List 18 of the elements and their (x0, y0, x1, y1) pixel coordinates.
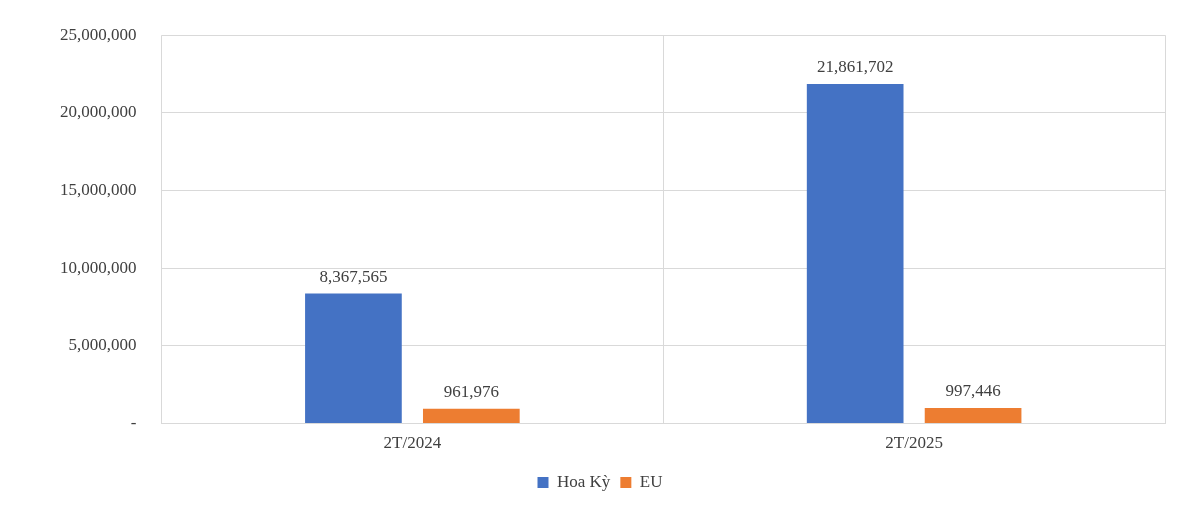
data-label: 961,976 (443, 381, 499, 401)
x-tick-label: 2T/2024 (383, 433, 442, 453)
y-tick-label: 15,000,000 (60, 180, 137, 200)
data-label: 997,446 (945, 381, 1001, 401)
y-tick-label: - (130, 413, 137, 433)
x-tick-label: 2T/2025 (885, 433, 943, 453)
data-label: 21,861,702 (816, 56, 894, 76)
legend-label: EU (639, 471, 663, 491)
data-label: 8,367,565 (319, 266, 388, 286)
legend-label: Hoa Kỳ (556, 471, 611, 491)
bar (305, 293, 402, 424)
bar (924, 408, 1022, 424)
bar (806, 83, 904, 424)
bar (422, 408, 520, 424)
y-tick-label: 25,000,000 (60, 24, 137, 44)
y-tick-label: 10,000,000 (60, 257, 137, 277)
y-tick-label: 5,000,000 (68, 335, 137, 355)
y-tick-label: 20,000,000 (60, 102, 137, 122)
